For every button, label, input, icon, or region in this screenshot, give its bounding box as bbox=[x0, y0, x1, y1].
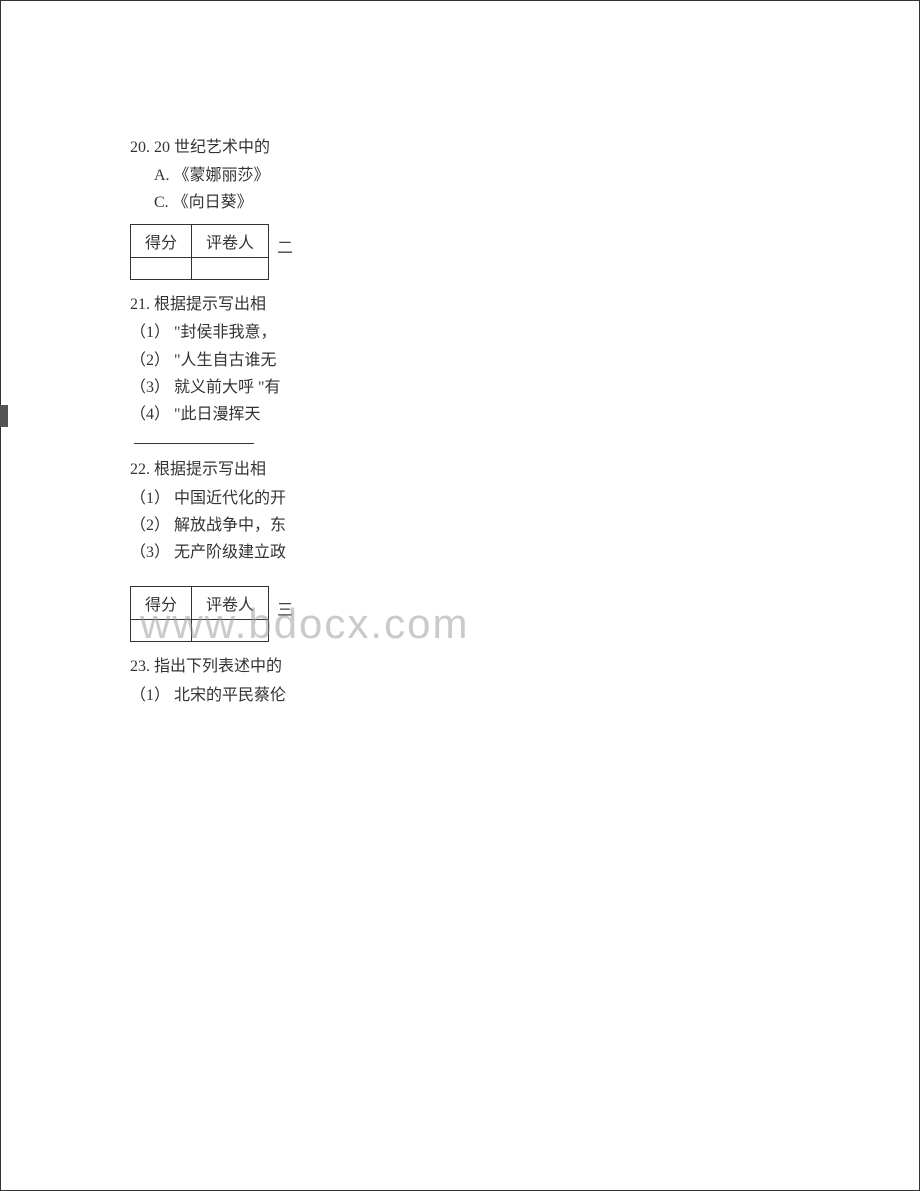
q20-option-a: A. 《蒙娜丽莎》 bbox=[130, 163, 430, 189]
q22-stem: 22. 根据提示写出相 bbox=[130, 457, 430, 483]
q21-sub4: （4） "此日漫挥天 bbox=[130, 401, 430, 428]
document-content: 20. 20 世纪艺术中的 A. 《蒙娜丽莎》 C. 《向日葵》 得分 评卷人 … bbox=[130, 135, 430, 709]
q21-sub3: （3） 就义前大呼 "有 bbox=[130, 374, 430, 401]
left-margin-tab bbox=[0, 405, 8, 427]
q23-sub1: （1） 北宋的平民蔡伦 bbox=[130, 682, 430, 709]
score-header-2: 得分 bbox=[131, 587, 192, 620]
q21-sub2: （2） "人生自古谁无 bbox=[130, 347, 430, 374]
score-cell-2 bbox=[131, 620, 192, 642]
score-header-1: 得分 bbox=[131, 224, 192, 257]
section-marker-3: 三 bbox=[277, 596, 293, 620]
q20-stem: 20. 20 世纪艺术中的 bbox=[130, 135, 430, 161]
grader-cell-2 bbox=[192, 620, 269, 642]
grader-header-1: 评卷人 bbox=[192, 224, 269, 257]
q20-option-c: C. 《向日葵》 bbox=[130, 190, 430, 216]
score-table-row-2: 得分 评卷人 三 bbox=[130, 580, 430, 654]
score-table-2: 得分 评卷人 bbox=[130, 586, 269, 642]
q21-sub1: （1） "封侯非我意， bbox=[130, 319, 430, 346]
grader-cell-1 bbox=[192, 257, 269, 279]
blank-line bbox=[130, 428, 430, 449]
q23-stem: 23. 指出下列表述中的 bbox=[130, 654, 430, 680]
score-table-row-1: 得分 评卷人 二 bbox=[130, 218, 430, 292]
q22-sub3: （3） 无产阶级建立政 bbox=[130, 539, 430, 566]
q22-sub2: （2） 解放战争中，东 bbox=[130, 512, 430, 539]
section-marker-2: 二 bbox=[277, 234, 293, 258]
q21-stem: 21. 根据提示写出相 bbox=[130, 292, 430, 318]
grader-header-2: 评卷人 bbox=[192, 587, 269, 620]
score-table-1: 得分 评卷人 bbox=[130, 224, 269, 280]
score-cell-1 bbox=[131, 257, 192, 279]
q22-sub1: （1） 中国近代化的开 bbox=[130, 485, 430, 512]
